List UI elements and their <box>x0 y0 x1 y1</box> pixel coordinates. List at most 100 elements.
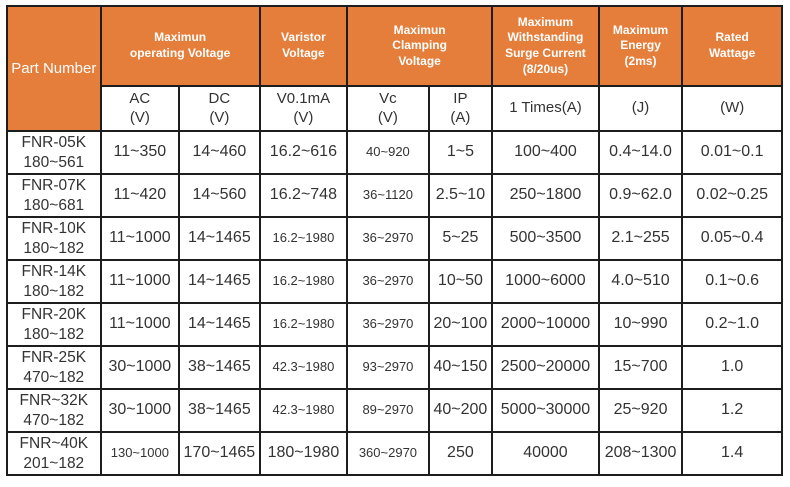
cell-surge: 2500~20000 <box>491 345 600 390</box>
cell-part-number: FNR-10K 180~182 <box>6 216 102 261</box>
cell-dc: 14~1465 <box>178 302 261 347</box>
cell-dc: 14~1465 <box>178 216 261 261</box>
table-row: FNR-14K 180~182 11~1000 14~1465 16.2~198… <box>6 259 783 304</box>
cell-wattage: 1.2 <box>681 388 783 433</box>
cell-energy: 25~920 <box>597 388 684 433</box>
subheader-vc: Vc (V) <box>346 85 430 132</box>
cell-ac: 130~1000 <box>99 431 181 476</box>
table-row: FNR-10K 180~182 11~1000 14~1465 16.2~198… <box>6 216 783 261</box>
cell-ac: 11~350 <box>99 130 181 175</box>
header-group-surge-current: Maximum Withstanding Surge Current (8/20… <box>491 5 600 87</box>
cell-ac: 30~1000 <box>99 388 181 433</box>
cell-dc: 38~1465 <box>178 388 261 433</box>
cell-wattage: 0.01~0.1 <box>681 130 783 175</box>
cell-ip: 5~25 <box>427 216 494 261</box>
cell-ip: 40~150 <box>427 345 494 390</box>
cell-part-number: FNR~32K 470~182 <box>6 388 102 433</box>
cell-wattage: 0.1~0.6 <box>681 259 783 304</box>
cell-ip: 250 <box>427 431 494 476</box>
cell-energy: 15~700 <box>597 345 684 390</box>
cell-energy: 208~1300 <box>597 431 684 476</box>
subheader-v01ma: V0.1mA (V) <box>258 85 349 132</box>
table-row: FNR~32K 470~182 30~1000 38~1465 42.3~198… <box>6 388 783 433</box>
cell-wattage: 0.02~0.25 <box>681 173 783 218</box>
cell-vc: 36~1120 <box>346 173 430 218</box>
cell-energy: 0.9~62.0 <box>597 173 684 218</box>
cell-part-number: FNR-05K 180~561 <box>6 130 102 175</box>
cell-ip: 20~100 <box>427 302 494 347</box>
header-part-number: Part Number <box>6 5 102 132</box>
table-header: Part Number Maximun operating Voltage Va… <box>6 5 783 132</box>
cell-surge: 2000~10000 <box>491 302 600 347</box>
subheader-dc: DC (V) <box>178 85 261 132</box>
header-group-operating-voltage: Maximun operating Voltage <box>99 5 261 87</box>
cell-part-number: FNR-14K 180~182 <box>6 259 102 304</box>
table-row: FNR-20K 180~182 11~1000 14~1465 16.2~198… <box>6 302 783 347</box>
cell-ac: 30~1000 <box>99 345 181 390</box>
table-row: FNR-05K 180~561 11~350 14~460 16.2~616 4… <box>6 130 783 175</box>
cell-surge: 250~1800 <box>491 173 600 218</box>
cell-v01ma: 16.2~1980 <box>258 216 349 261</box>
subheader-joules: (J) <box>597 85 684 132</box>
cell-surge: 40000 <box>491 431 600 476</box>
cell-part-number: FNR-07K 180~681 <box>6 173 102 218</box>
cell-energy: 2.1~255 <box>597 216 684 261</box>
cell-vc: 36~2970 <box>346 216 430 261</box>
cell-vc: 93~2970 <box>346 345 430 390</box>
cell-v01ma: 42.3~1980 <box>258 345 349 390</box>
cell-ac: 11~420 <box>99 173 181 218</box>
header-group-clamping-voltage: Maximun Clamping Voltage <box>346 5 494 87</box>
subheader-ac: AC (V) <box>99 85 181 132</box>
cell-ip: 10~50 <box>427 259 494 304</box>
cell-ac: 11~1000 <box>99 259 181 304</box>
header-group-rated-wattage: Rated Wattage <box>681 5 783 87</box>
cell-surge: 1000~6000 <box>491 259 600 304</box>
cell-ac: 11~1000 <box>99 302 181 347</box>
cell-vc: 36~2970 <box>346 259 430 304</box>
cell-surge: 5000~30000 <box>491 388 600 433</box>
table-row: FNR-25K 470~182 30~1000 38~1465 42.3~198… <box>6 345 783 390</box>
cell-part-number: FNR~40K 201~182 <box>6 431 102 476</box>
cell-dc: 170~1465 <box>178 431 261 476</box>
header-group-varistor-voltage: Varistor Voltage <box>258 5 349 87</box>
cell-surge: 100~400 <box>491 130 600 175</box>
varistor-spec-table: Part Number Maximun operating Voltage Va… <box>6 5 783 476</box>
cell-ip: 1~5 <box>427 130 494 175</box>
table-row: FNR~40K 201~182 130~1000 170~1465 180~19… <box>6 431 783 476</box>
header-group-row: Part Number Maximun operating Voltage Va… <box>6 5 783 132</box>
cell-surge: 500~3500 <box>491 216 600 261</box>
subheader-ip: IP (A) <box>427 85 494 132</box>
table-row: FNR-07K 180~681 11~420 14~560 16.2~748 3… <box>6 173 783 218</box>
cell-v01ma: 16.2~616 <box>258 130 349 175</box>
cell-v01ma: 16.2~1980 <box>258 302 349 347</box>
cell-v01ma: 16.2~748 <box>258 173 349 218</box>
cell-v01ma: 180~1980 <box>258 431 349 476</box>
cell-part-number: FNR-20K 180~182 <box>6 302 102 347</box>
cell-vc: 360~2970 <box>346 431 430 476</box>
cell-vc: 40~920 <box>346 130 430 175</box>
cell-v01ma: 42.3~1980 <box>258 388 349 433</box>
header-group-max-energy: Maximum Energy (2ms) <box>597 5 684 87</box>
cell-dc: 14~1465 <box>178 259 261 304</box>
cell-dc: 38~1465 <box>178 345 261 390</box>
cell-ac: 11~1000 <box>99 216 181 261</box>
cell-energy: 4.0~510 <box>597 259 684 304</box>
subheader-1-times: 1 Times(A) <box>491 85 600 132</box>
cell-vc: 36~2970 <box>346 302 430 347</box>
cell-ip: 40~200 <box>427 388 494 433</box>
cell-energy: 10~990 <box>597 302 684 347</box>
cell-part-number: FNR-25K 470~182 <box>6 345 102 390</box>
cell-ip: 2.5~10 <box>427 173 494 218</box>
cell-energy: 0.4~14.0 <box>597 130 684 175</box>
cell-wattage: 1.4 <box>681 431 783 476</box>
table-body: FNR-05K 180~561 11~350 14~460 16.2~616 4… <box>6 130 783 476</box>
cell-v01ma: 16.2~1980 <box>258 259 349 304</box>
cell-dc: 14~560 <box>178 173 261 218</box>
cell-wattage: 0.05~0.4 <box>681 216 783 261</box>
header-sub-row: AC (V) DC (V) V0.1mA (V) Vc (V) IP (A) 1… <box>7 85 783 132</box>
cell-wattage: 1.0 <box>681 345 783 390</box>
cell-vc: 89~2970 <box>346 388 430 433</box>
cell-dc: 14~460 <box>178 130 261 175</box>
subheader-watts: (W) <box>681 85 783 132</box>
